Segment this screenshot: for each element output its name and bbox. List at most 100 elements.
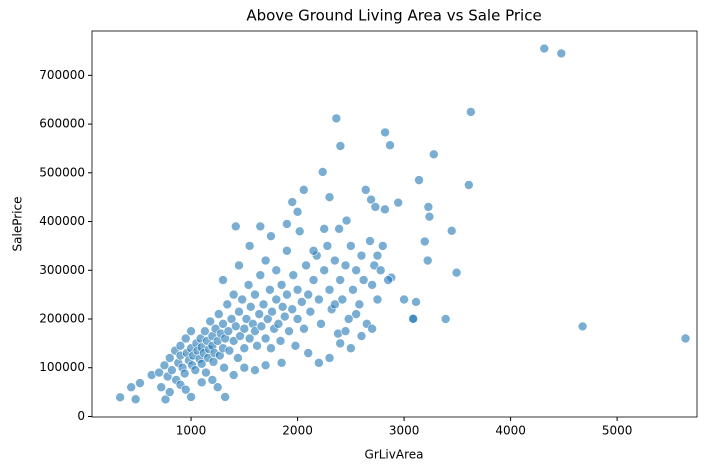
point [234, 260, 244, 271]
point [330, 299, 340, 310]
y-tick-label: 300000 [39, 263, 85, 277]
point [244, 241, 255, 251]
point [297, 297, 307, 307]
point [228, 336, 239, 346]
point [383, 275, 393, 285]
point [130, 394, 141, 405]
point [260, 360, 271, 371]
point [292, 314, 303, 324]
point [319, 265, 330, 276]
point [277, 302, 288, 312]
point [303, 348, 314, 358]
point [230, 221, 241, 232]
point [351, 265, 361, 276]
point [380, 127, 390, 138]
point [305, 306, 316, 317]
point [343, 314, 354, 324]
point [292, 206, 303, 217]
x-tick-label: 2000 [282, 424, 313, 438]
point [446, 225, 457, 236]
point [228, 289, 239, 300]
point [243, 280, 254, 290]
point [331, 113, 342, 124]
point [239, 362, 250, 373]
point [335, 141, 346, 151]
point [255, 221, 266, 232]
point [346, 241, 356, 251]
x-tick-label: 5000 [602, 424, 633, 438]
point [276, 358, 287, 368]
point [254, 309, 265, 319]
point [324, 353, 335, 363]
point [275, 336, 286, 346]
point [164, 387, 175, 397]
point [233, 353, 243, 363]
point [258, 299, 269, 310]
point [224, 345, 235, 356]
point [399, 294, 409, 305]
point [294, 226, 305, 237]
point [290, 341, 301, 351]
point [235, 331, 245, 341]
point [372, 250, 383, 261]
point [380, 204, 390, 215]
point [175, 341, 186, 351]
point [244, 333, 255, 344]
point [256, 321, 267, 332]
point [228, 370, 239, 380]
point [260, 255, 271, 266]
point [115, 392, 125, 403]
point [212, 382, 223, 393]
point [464, 180, 474, 190]
point [375, 265, 386, 276]
point [316, 319, 326, 329]
axes-frame [91, 30, 698, 418]
point [282, 219, 292, 229]
point [348, 284, 358, 295]
point [337, 294, 348, 305]
point [164, 353, 175, 363]
point [422, 255, 433, 266]
point [266, 343, 276, 354]
point [322, 241, 333, 251]
point [577, 321, 588, 332]
point [292, 284, 303, 295]
point [186, 326, 196, 336]
point [190, 365, 201, 375]
point [160, 394, 171, 405]
point [220, 392, 230, 402]
point [303, 289, 314, 300]
point [237, 294, 247, 305]
point [301, 260, 311, 271]
point [299, 323, 309, 334]
point [366, 194, 376, 205]
point [230, 321, 241, 332]
point [351, 309, 361, 319]
point [354, 299, 365, 310]
point [226, 314, 237, 324]
point [222, 299, 233, 310]
point [167, 365, 177, 375]
point [393, 197, 404, 208]
point [367, 323, 377, 334]
point [423, 202, 434, 212]
point [324, 284, 335, 295]
point [213, 309, 224, 319]
point [335, 338, 345, 349]
point [180, 333, 191, 344]
point [282, 245, 292, 256]
point [260, 333, 271, 344]
point [308, 275, 319, 285]
point [451, 267, 462, 278]
point [308, 245, 319, 256]
point [180, 384, 191, 395]
point [250, 365, 260, 375]
point [319, 224, 330, 234]
point [266, 231, 276, 241]
point [419, 236, 430, 247]
point [205, 316, 216, 327]
y-tick-label: 500000 [39, 165, 85, 179]
point [367, 280, 377, 290]
point [219, 362, 229, 373]
point [287, 197, 298, 207]
